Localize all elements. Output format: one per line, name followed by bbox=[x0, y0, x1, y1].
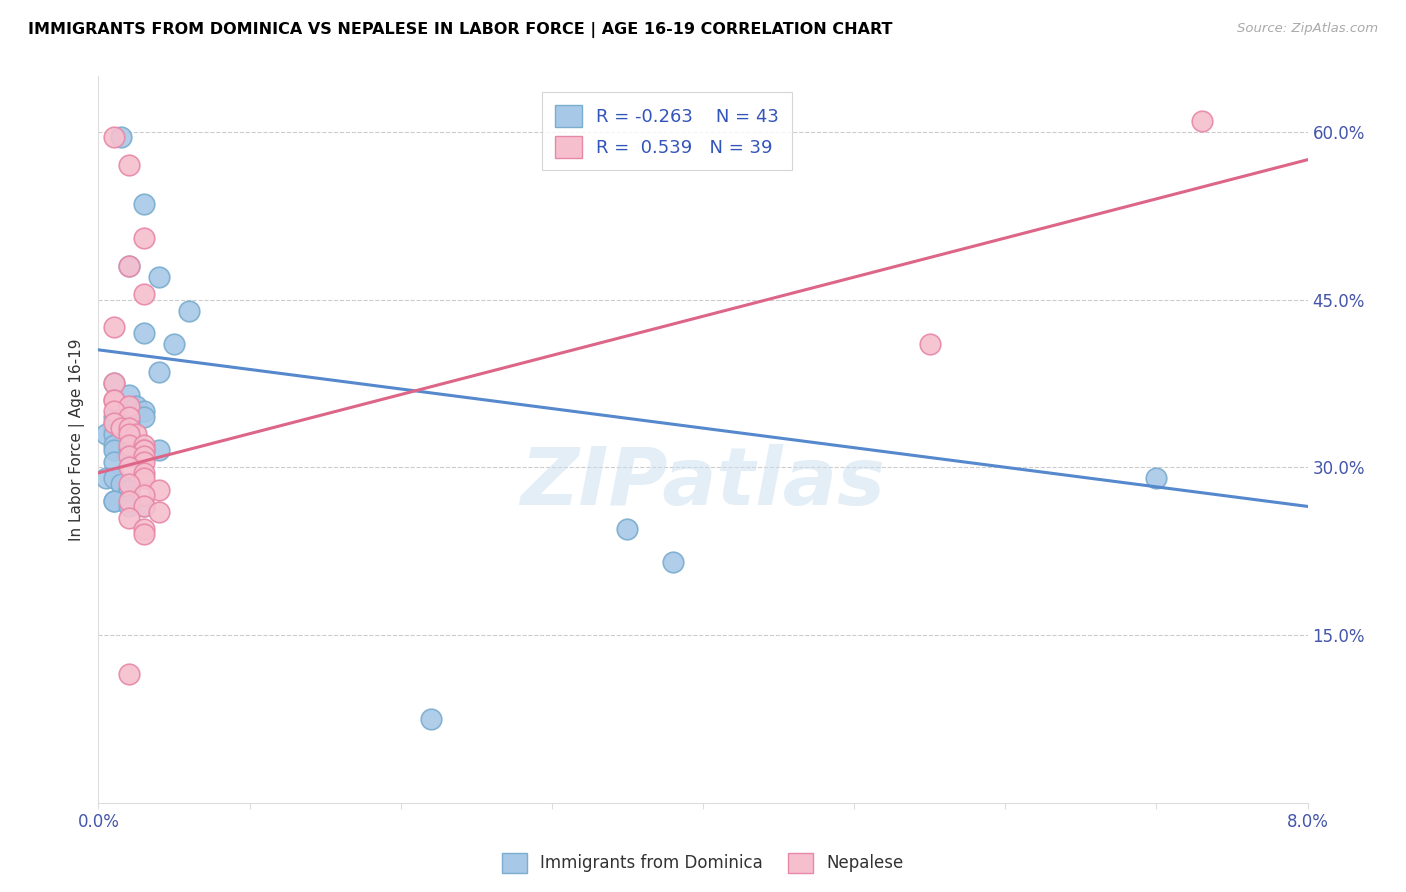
Point bbox=[132, 231, 155, 245]
Point bbox=[125, 399, 148, 413]
Point bbox=[118, 483, 141, 497]
Point bbox=[132, 488, 155, 502]
Point bbox=[103, 443, 125, 458]
Point bbox=[132, 500, 155, 514]
Point bbox=[420, 712, 443, 726]
Y-axis label: In Labor Force | Age 16-19: In Labor Force | Age 16-19 bbox=[69, 338, 84, 541]
Point bbox=[132, 197, 155, 211]
Point bbox=[110, 477, 132, 491]
Point bbox=[132, 404, 155, 418]
Point bbox=[148, 443, 170, 458]
Point bbox=[132, 466, 155, 480]
Point bbox=[132, 443, 155, 458]
Legend: R = -0.263    N = 43, R =  0.539   N = 39: R = -0.263 N = 43, R = 0.539 N = 39 bbox=[541, 92, 792, 170]
Point bbox=[110, 438, 132, 452]
Point bbox=[118, 438, 141, 452]
Point bbox=[132, 471, 155, 485]
Point bbox=[118, 510, 141, 524]
Point bbox=[118, 259, 141, 273]
Legend: Immigrants from Dominica, Nepalese: Immigrants from Dominica, Nepalese bbox=[495, 847, 911, 880]
Point bbox=[118, 399, 141, 413]
Point bbox=[118, 667, 141, 681]
Text: ZIPatlas: ZIPatlas bbox=[520, 444, 886, 522]
Point bbox=[132, 522, 155, 536]
Point bbox=[103, 455, 125, 469]
Point bbox=[103, 393, 125, 408]
Point bbox=[103, 376, 125, 391]
Point bbox=[103, 404, 125, 418]
Point bbox=[110, 421, 132, 435]
Point bbox=[132, 500, 155, 514]
Point bbox=[132, 287, 155, 301]
Point bbox=[132, 455, 155, 469]
Point bbox=[125, 438, 148, 452]
Point bbox=[103, 416, 125, 430]
Point bbox=[118, 416, 141, 430]
Point bbox=[103, 320, 125, 334]
Point bbox=[125, 426, 148, 441]
Point bbox=[132, 449, 155, 463]
Point bbox=[148, 483, 170, 497]
Point bbox=[661, 555, 683, 569]
Point bbox=[103, 426, 125, 441]
Point bbox=[118, 259, 141, 273]
Point bbox=[1146, 471, 1168, 485]
Point bbox=[118, 483, 141, 497]
Point bbox=[179, 303, 201, 318]
Point bbox=[103, 130, 125, 145]
Point bbox=[148, 365, 170, 379]
Point bbox=[118, 449, 141, 463]
Text: IMMIGRANTS FROM DOMINICA VS NEPALESE IN LABOR FORCE | AGE 16-19 CORRELATION CHAR: IMMIGRANTS FROM DOMINICA VS NEPALESE IN … bbox=[28, 22, 893, 38]
Point bbox=[103, 393, 125, 408]
Point bbox=[118, 158, 141, 172]
Point bbox=[103, 493, 125, 508]
Point bbox=[103, 421, 125, 435]
Point bbox=[132, 409, 155, 424]
Point bbox=[110, 130, 132, 145]
Point bbox=[103, 376, 125, 391]
Point bbox=[148, 270, 170, 285]
Point bbox=[103, 421, 125, 435]
Point bbox=[118, 387, 141, 401]
Point bbox=[118, 460, 141, 475]
Point bbox=[118, 409, 141, 424]
Point bbox=[132, 326, 155, 340]
Point bbox=[918, 337, 941, 351]
Point bbox=[103, 493, 125, 508]
Point bbox=[118, 477, 141, 491]
Point bbox=[103, 416, 125, 430]
Point bbox=[103, 471, 125, 485]
Point bbox=[148, 505, 170, 519]
Point bbox=[103, 409, 125, 424]
Point bbox=[118, 500, 141, 514]
Point bbox=[163, 337, 186, 351]
Point bbox=[616, 522, 638, 536]
Point bbox=[132, 443, 155, 458]
Point bbox=[118, 438, 141, 452]
Point bbox=[1191, 113, 1213, 128]
Point bbox=[132, 527, 155, 541]
Point bbox=[94, 471, 117, 485]
Point bbox=[118, 432, 141, 446]
Text: Source: ZipAtlas.com: Source: ZipAtlas.com bbox=[1237, 22, 1378, 36]
Point bbox=[118, 443, 141, 458]
Point bbox=[103, 438, 125, 452]
Point bbox=[132, 438, 155, 452]
Point bbox=[118, 449, 141, 463]
Point bbox=[118, 493, 141, 508]
Point bbox=[94, 426, 117, 441]
Point bbox=[118, 421, 141, 435]
Point bbox=[118, 426, 141, 441]
